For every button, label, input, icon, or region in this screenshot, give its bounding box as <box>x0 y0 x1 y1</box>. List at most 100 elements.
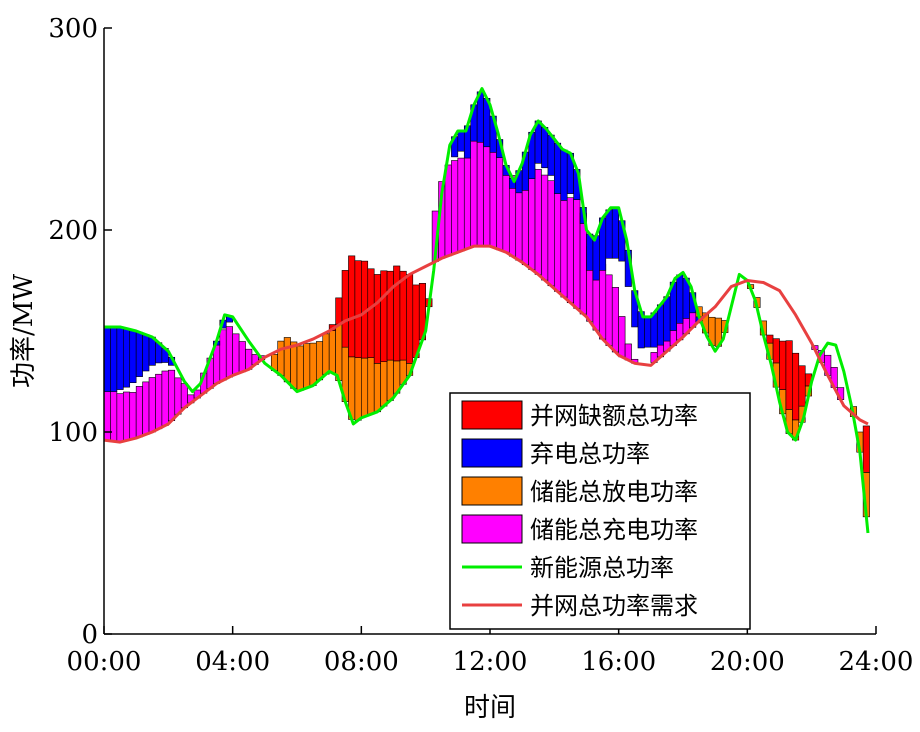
x-tick-label-2: 08:00 <box>324 647 399 677</box>
bar-储能总放电功率-1 <box>277 340 285 376</box>
y-axis-title: 功率/MW <box>9 274 39 388</box>
bar-储能总充电功率-52 <box>605 274 613 346</box>
legend-swatch-0 <box>461 400 523 430</box>
bar-储能总放电功率-10 <box>335 323 343 381</box>
bar-储能总充电功率-0 <box>103 389 111 441</box>
bar-储能总充电功率-29 <box>457 157 465 252</box>
bar-储能总充电功率-27 <box>444 164 452 257</box>
bar-并网缺额总功率-17 <box>766 334 774 344</box>
bar-储能总充电功率-18 <box>219 329 227 381</box>
bar-并网缺额总功率-18 <box>772 338 780 364</box>
series-line-1 <box>103 244 869 444</box>
bar-弃电总功率-15 <box>457 130 465 152</box>
bar-弃电总功率-3 <box>123 328 131 388</box>
bar-储能总放电功率-17 <box>380 361 388 407</box>
bar-弃电总功率-7 <box>148 336 156 366</box>
bar-储能总充电功率-5 <box>135 386 143 438</box>
bar-储能总充电功率-9 <box>161 370 169 426</box>
bar-储能总充电功率-19 <box>225 326 233 378</box>
x-tick-label-3: 12:00 <box>453 647 528 677</box>
bar-并网缺额总功率-5 <box>354 260 362 358</box>
bar-储能总充电功率-8 <box>155 373 163 430</box>
bar-弃电总功率-2 <box>116 326 124 390</box>
bar-储能总充电功率-46 <box>566 197 574 304</box>
bar-弃电总功率-39 <box>611 207 619 259</box>
bar-并网缺额总功率-10 <box>386 270 394 361</box>
bar-储能总充电功率-41 <box>534 169 542 275</box>
legend-swatch-1 <box>461 438 523 468</box>
bar-储能总充电功率-45 <box>560 195 568 298</box>
bar-弃电总功率-1 <box>110 326 118 392</box>
bar-弃电总功率-44 <box>644 316 652 348</box>
bar-并网缺额总功率-7 <box>367 268 375 358</box>
bar-储能总放电功率-15 <box>367 357 375 415</box>
legend-label-2: 储能总放电功率 <box>530 478 698 506</box>
bar-储能总充电功率-2 <box>116 393 124 443</box>
x-axis-title: 时间 <box>464 693 516 723</box>
bar-储能总充电功率-34 <box>489 146 497 248</box>
bar-并网缺额总功率-19 <box>779 340 787 390</box>
bar-并网缺额总功率-20 <box>785 340 793 410</box>
bar-储能总充电功率-4 <box>129 392 137 440</box>
bar-并网缺额总功率-4 <box>348 255 356 358</box>
bar-并网缺额总功率-11 <box>393 265 401 362</box>
bar-储能总充电功率-20 <box>232 333 240 375</box>
bar-弃电总功率-0 <box>103 326 111 392</box>
y-tick-label-3: 300 <box>48 14 98 44</box>
bar-储能总充电功率-35 <box>496 154 504 251</box>
bar-弃电总功率-4 <box>129 329 137 384</box>
bar-储能总充电功率-43 <box>547 180 555 287</box>
legend-label-4: 新能源总功率 <box>530 554 674 582</box>
bar-并网缺额总功率-13 <box>406 274 414 364</box>
bar-储能总放电功率-13 <box>354 357 362 421</box>
bar-储能总放电功率-3 <box>290 341 298 389</box>
bar-储能总放电功率-14 <box>361 357 369 417</box>
bar-储能总充电功率-32 <box>476 136 484 247</box>
bar-并网缺额总功率-21 <box>792 352 800 421</box>
bar-并网缺额总功率-3 <box>341 270 349 348</box>
bar-储能总充电功率-30 <box>463 151 471 249</box>
x-tick-label-6: 24:00 <box>839 647 914 677</box>
bar-弃电总功率-47 <box>663 296 671 342</box>
bar-储能总放电功率-18 <box>386 359 394 401</box>
legend-box <box>449 392 751 630</box>
bar-储能总充电功率-40 <box>528 168 536 270</box>
x-tick-label-0: 00:00 <box>67 647 142 677</box>
bar-弃电总功率-30 <box>554 142 562 194</box>
bar-弃电总功率-31 <box>560 149 568 201</box>
lines-layer <box>103 87 870 534</box>
bar-储能总充电功率-33 <box>483 140 491 247</box>
bar-储能总充电功率-44 <box>554 190 562 292</box>
bar-储能总充电功率-10 <box>168 369 176 421</box>
bar-储能总充电功率-21 <box>238 341 246 373</box>
bar-储能总充电功率-42 <box>541 174 549 281</box>
bar-储能总放电功率-5 <box>303 343 311 389</box>
legend-label-3: 储能总充电功率 <box>530 516 698 544</box>
bar-并网缺额总功率-8 <box>373 274 381 364</box>
x-tick-label-4: 16:00 <box>581 647 656 677</box>
bar-并网缺额总功率-24 <box>862 425 870 473</box>
bar-并网缺额总功率-9 <box>380 270 388 362</box>
bar-储能总充电功率-11 <box>174 377 182 415</box>
bar-储能总放电功率-4 <box>296 345 304 391</box>
bar-储能总充电功率-36 <box>502 167 510 253</box>
bar-储能总充电功率-3 <box>123 391 131 441</box>
bar-弃电总功率-6 <box>142 334 150 372</box>
series-line-0 <box>104 87 870 534</box>
bar-储能总充电功率-12 <box>180 383 188 409</box>
bar-弃电总功率-38 <box>605 209 613 259</box>
bar-并网缺额总功率-2 <box>335 297 343 325</box>
bar-储能总充电功率-51 <box>599 264 607 340</box>
y-tick-label-1: 100 <box>48 418 98 448</box>
bar-储能总放电功率-7 <box>315 341 324 381</box>
x-tick-label-1: 04:00 <box>195 647 270 677</box>
bar-弃电总功率-29 <box>547 134 555 176</box>
bar-储能总充电功率-31 <box>470 140 478 247</box>
bar-并网缺额总功率-12 <box>399 270 407 361</box>
bar-弃电总功率-49 <box>676 274 684 324</box>
bar-储能总放电功率-6 <box>309 342 317 386</box>
x-tick-label-5: 20:00 <box>710 647 785 677</box>
legend-swatch-3 <box>461 514 523 544</box>
